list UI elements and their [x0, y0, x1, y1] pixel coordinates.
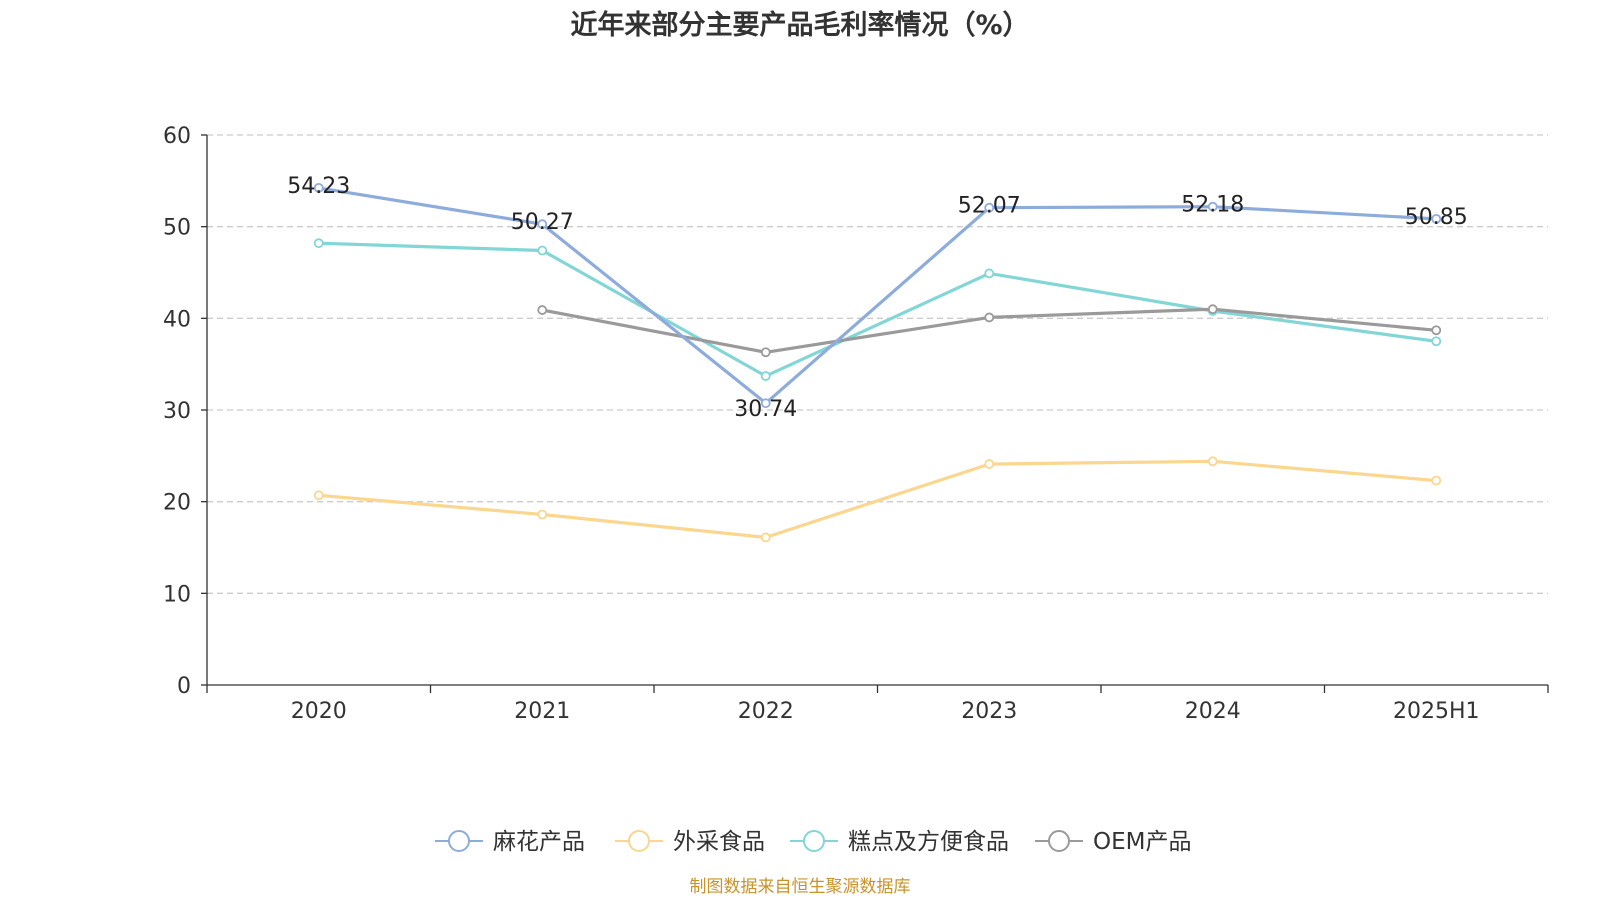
- y-tick-label: 20: [163, 491, 191, 516]
- data-point: [1207, 456, 1218, 467]
- data-label: 50.85: [1405, 205, 1468, 230]
- data-point: [984, 202, 995, 213]
- legend-marker: [628, 830, 650, 852]
- data-point: [537, 219, 548, 230]
- y-tick-label: 50: [163, 216, 191, 241]
- data-label: 54.23: [287, 174, 350, 199]
- series-line: [318, 186, 1437, 405]
- data-label: 50.27: [511, 210, 574, 235]
- series-line: [318, 241, 1437, 378]
- data-point: [984, 459, 995, 469]
- data-point: [760, 371, 771, 381]
- legend-marker: [1048, 830, 1070, 852]
- series-line: [318, 459, 1437, 539]
- data-point: [537, 245, 548, 256]
- source-note: 制图数据来自恒生聚源数据库: [690, 877, 911, 897]
- data-point: [1431, 325, 1442, 336]
- data-label: 52.18: [1181, 193, 1244, 218]
- legend-marker: [448, 830, 470, 852]
- axes: 0 10 20 30 40 50 60 2020 2021 2022 2023 2024 2025H1: [163, 124, 1549, 724]
- data-point: [760, 532, 771, 543]
- data-point: [313, 182, 324, 193]
- y-tick-label: 30: [163, 399, 191, 424]
- y-tick-label: 60: [163, 124, 191, 149]
- y-tick-label: 40: [163, 307, 191, 332]
- legend-label: 外采食品: [673, 829, 765, 855]
- legend-label: OEM产品: [1093, 829, 1191, 855]
- data-point: [984, 312, 995, 323]
- data-point: [313, 238, 324, 249]
- legend-label: 麻花产品: [493, 829, 585, 855]
- data-point: [760, 347, 771, 358]
- x-tick-label: 2021: [514, 699, 570, 724]
- legend: 麻花产品 外采食品 糕点及方便食品 OEM产品: [435, 829, 1191, 855]
- x-tick-label: 2025H1: [1393, 699, 1480, 724]
- chart-title: 近年来部分主要产品毛利率情况（%）: [570, 9, 1029, 41]
- x-tick-label: 2023: [961, 699, 1017, 724]
- y-tick-label: 0: [177, 674, 191, 699]
- data-point: [984, 268, 995, 279]
- data-point: [537, 305, 548, 315]
- data-point: [537, 509, 548, 520]
- legend-marker: [803, 830, 825, 852]
- x-tick-label: 2024: [1185, 699, 1241, 724]
- data-labels: 54.23 50.27 30.74 52.07 52.18 50.85: [287, 174, 1467, 422]
- data-point: [1207, 304, 1218, 315]
- data-point: [313, 490, 324, 501]
- x-tick-label: 2022: [738, 699, 794, 724]
- data-label: 52.07: [958, 194, 1021, 219]
- data-point: [1431, 213, 1442, 224]
- data-point: [1431, 336, 1442, 347]
- data-point: [760, 398, 771, 409]
- legend-label: 糕点及方便食品: [848, 829, 1009, 855]
- series-layer: [313, 182, 1442, 543]
- data-point: [1207, 201, 1218, 212]
- y-tick-label: 10: [163, 582, 191, 607]
- data-label: 30.74: [734, 397, 797, 422]
- x-tick-label: 2020: [291, 699, 347, 724]
- data-point: [1431, 475, 1442, 486]
